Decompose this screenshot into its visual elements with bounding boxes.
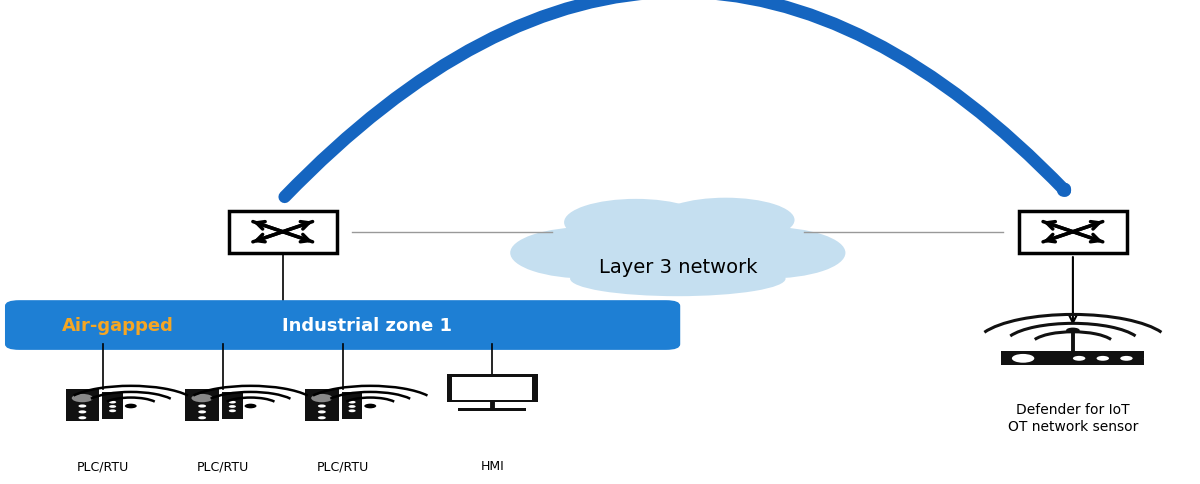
Text: Air-gapped: Air-gapped — [61, 317, 174, 334]
Circle shape — [109, 405, 116, 408]
Circle shape — [1097, 356, 1109, 361]
Circle shape — [1066, 328, 1080, 333]
Text: HMI: HMI — [480, 459, 504, 472]
Circle shape — [198, 405, 206, 408]
Text: OT network sensor: OT network sensor — [1008, 420, 1138, 433]
Ellipse shape — [690, 227, 846, 279]
Circle shape — [245, 404, 257, 408]
Circle shape — [1121, 356, 1133, 361]
Ellipse shape — [558, 216, 798, 281]
Circle shape — [229, 401, 236, 404]
Circle shape — [72, 394, 94, 402]
Ellipse shape — [564, 199, 708, 246]
Circle shape — [1144, 356, 1157, 361]
Text: Industrial zone 1: Industrial zone 1 — [282, 317, 451, 334]
Circle shape — [198, 416, 206, 420]
Text: PLC/RTU: PLC/RTU — [317, 459, 368, 472]
Circle shape — [348, 409, 355, 412]
Circle shape — [78, 416, 86, 420]
Ellipse shape — [656, 198, 794, 243]
FancyArrowPatch shape — [284, 0, 1064, 197]
FancyBboxPatch shape — [222, 392, 242, 419]
FancyBboxPatch shape — [102, 392, 122, 419]
FancyBboxPatch shape — [229, 211, 336, 253]
Circle shape — [348, 405, 355, 408]
FancyBboxPatch shape — [1019, 211, 1127, 253]
Text: Defender for IoT: Defender for IoT — [1016, 402, 1129, 416]
Text: PLC/RTU: PLC/RTU — [197, 459, 250, 472]
Ellipse shape — [570, 261, 786, 297]
Circle shape — [365, 404, 377, 408]
FancyBboxPatch shape — [446, 375, 538, 402]
FancyBboxPatch shape — [305, 389, 338, 422]
Circle shape — [109, 401, 116, 404]
Circle shape — [192, 394, 212, 402]
Circle shape — [125, 404, 137, 408]
Circle shape — [78, 405, 86, 408]
Circle shape — [318, 405, 326, 408]
FancyBboxPatch shape — [342, 392, 362, 419]
Circle shape — [109, 409, 116, 412]
FancyBboxPatch shape — [458, 408, 527, 411]
FancyBboxPatch shape — [1001, 351, 1145, 365]
Circle shape — [1073, 356, 1085, 361]
Circle shape — [318, 410, 326, 413]
Text: PLC/RTU: PLC/RTU — [77, 459, 130, 472]
FancyBboxPatch shape — [452, 377, 533, 400]
Circle shape — [198, 410, 206, 413]
Circle shape — [318, 416, 326, 420]
Circle shape — [348, 401, 355, 404]
Circle shape — [1012, 354, 1034, 363]
Circle shape — [311, 394, 332, 402]
Circle shape — [229, 409, 236, 412]
FancyBboxPatch shape — [185, 389, 218, 422]
Ellipse shape — [510, 227, 666, 279]
Circle shape — [78, 410, 86, 413]
FancyBboxPatch shape — [66, 389, 100, 422]
Text: Layer 3 network: Layer 3 network — [599, 258, 757, 277]
Circle shape — [229, 405, 236, 408]
FancyBboxPatch shape — [5, 301, 680, 350]
